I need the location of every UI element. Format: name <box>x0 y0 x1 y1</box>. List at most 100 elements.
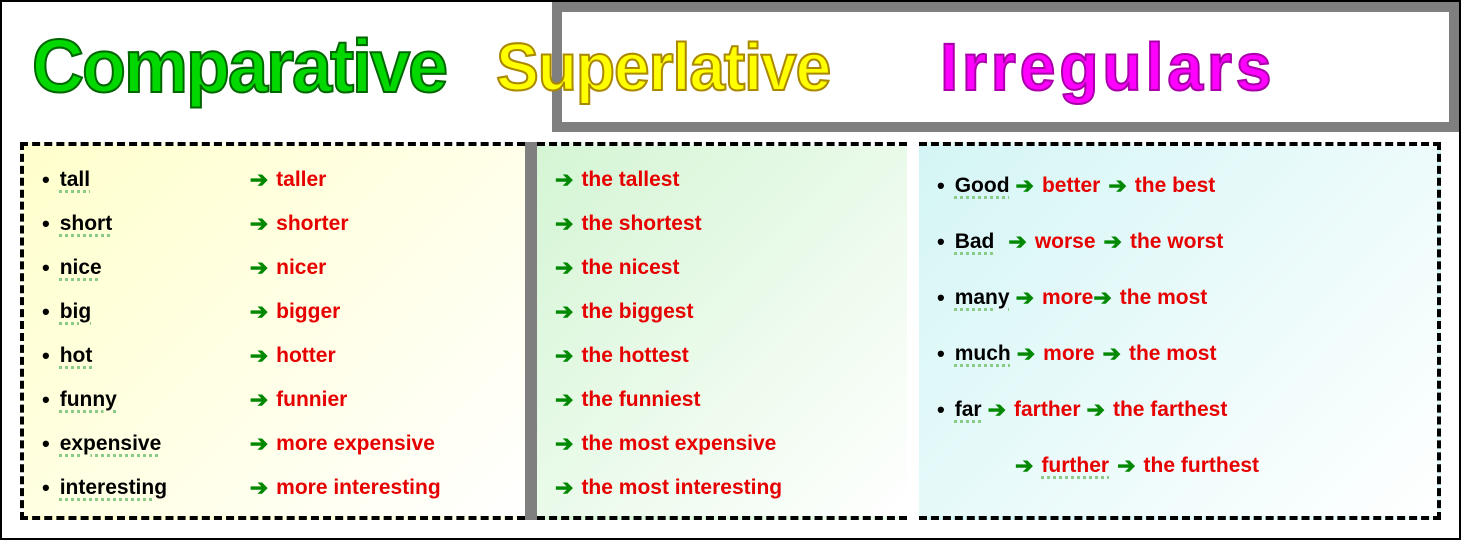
arrow-icon: ➔ <box>250 211 268 237</box>
base-word: big <box>60 300 250 324</box>
superlative-form: the shortest <box>581 212 701 236</box>
irr-row: • Good ➔ better ➔ the best <box>937 158 1419 214</box>
comparative-form: hotter <box>276 344 336 368</box>
header: Comparative Superlative Irregulars <box>2 2 1459 132</box>
arrow-icon: ➔ <box>1017 341 1035 367</box>
comp-row: • short ➔ shorter <box>42 202 507 246</box>
bullet-icon: • <box>42 299 50 325</box>
irregular-sup: the farthest <box>1113 398 1227 422</box>
comp-row: • hot ➔ hotter <box>42 334 507 378</box>
arrow-icon: ➔ <box>1093 285 1111 311</box>
irregular-comp: more <box>1043 342 1094 366</box>
superlative-form: the funniest <box>581 388 700 412</box>
panel-comparative: • tall ➔ taller • short ➔ shorter • nice… <box>20 142 525 520</box>
base-word: nice <box>60 256 250 280</box>
bullet-icon: • <box>42 255 50 281</box>
irregular-comp: worse <box>1035 230 1096 254</box>
arrow-icon: ➔ <box>555 167 573 193</box>
arrow-icon: ➔ <box>555 387 573 413</box>
base-word: Bad <box>955 230 995 254</box>
sup-row: ➔ the nicest <box>555 246 889 290</box>
panels-container: • tall ➔ taller • short ➔ shorter • nice… <box>20 142 1441 520</box>
sup-row: ➔ the most interesting <box>555 466 889 510</box>
comparative-form: bigger <box>276 300 340 324</box>
comp-row: • funny ➔ funnier <box>42 378 507 422</box>
arrow-icon: ➔ <box>555 255 573 281</box>
arrow-icon: ➔ <box>250 387 268 413</box>
irregular-sup: the furthest <box>1144 454 1260 478</box>
superlative-form: the tallest <box>581 168 679 192</box>
irregular-sup: the most <box>1120 286 1208 310</box>
sup-row: ➔ the most expensive <box>555 422 889 466</box>
bullet-icon: • <box>42 387 50 413</box>
base-word: Good <box>955 174 1010 198</box>
arrow-icon: ➔ <box>555 431 573 457</box>
bullet-icon: • <box>42 211 50 237</box>
superlative-form: the biggest <box>581 300 693 324</box>
arrow-icon: ➔ <box>555 475 573 501</box>
panel-irregulars: • Good ➔ better ➔ the best • Bad ➔ worse… <box>919 142 1441 520</box>
bullet-icon: • <box>937 341 945 367</box>
comparative-form: nicer <box>276 256 326 280</box>
comparative-form: more expensive <box>276 432 435 456</box>
arrow-icon: ➔ <box>1117 453 1135 479</box>
comp-row: • expensive ➔ more expensive <box>42 422 507 466</box>
irregular-comp: further <box>1041 454 1109 478</box>
heading-superlative: Superlative <box>496 28 830 106</box>
base-word: interesting <box>60 476 250 500</box>
arrow-icon: ➔ <box>555 343 573 369</box>
bullet-icon: • <box>42 475 50 501</box>
arrow-icon: ➔ <box>1016 173 1034 199</box>
comp-row: • tall ➔ taller <box>42 158 507 202</box>
comp-row: • big ➔ bigger <box>42 290 507 334</box>
heading-irregulars: Irregulars <box>940 28 1275 106</box>
arrow-icon: ➔ <box>250 343 268 369</box>
irr-row: • many ➔ more ➔ the most <box>937 270 1419 326</box>
vertical-divider <box>525 142 537 520</box>
base-word: far <box>955 398 982 422</box>
arrow-icon: ➔ <box>555 299 573 325</box>
bullet-icon: • <box>937 173 945 199</box>
irr-row: • much ➔ more ➔ the most <box>937 326 1419 382</box>
arrow-icon: ➔ <box>1103 341 1121 367</box>
arrow-icon: ➔ <box>250 255 268 281</box>
comparative-form: shorter <box>276 212 348 236</box>
irregular-comp: more <box>1042 286 1093 310</box>
bullet-icon: • <box>937 285 945 311</box>
arrow-icon: ➔ <box>250 167 268 193</box>
comparative-form: taller <box>276 168 326 192</box>
arrow-icon: ➔ <box>250 475 268 501</box>
arrow-icon: ➔ <box>1108 173 1126 199</box>
arrow-icon: ➔ <box>988 397 1006 423</box>
bullet-icon: • <box>42 167 50 193</box>
base-word: funny <box>60 388 250 412</box>
bullet-icon: • <box>42 431 50 457</box>
base-word: much <box>955 342 1011 366</box>
bullet-icon: • <box>42 343 50 369</box>
base-word: expensive <box>60 432 250 456</box>
arrow-icon: ➔ <box>250 431 268 457</box>
base-word: tall <box>60 168 250 192</box>
bullet-icon: • <box>937 397 945 423</box>
irregular-sup: the best <box>1135 174 1216 198</box>
base-word: hot <box>60 344 250 368</box>
comparative-form: more interesting <box>276 476 441 500</box>
comp-row: • interesting ➔ more interesting <box>42 466 507 510</box>
sup-row: ➔ the hottest <box>555 334 889 378</box>
irr-row-extra: ➔ further ➔ the furthest <box>1015 438 1419 494</box>
irregular-comp: better <box>1042 174 1100 198</box>
arrow-icon: ➔ <box>1016 285 1034 311</box>
superlative-form: the most interesting <box>581 476 782 500</box>
heading-comparative: Comparative <box>32 24 446 110</box>
arrow-icon: ➔ <box>250 299 268 325</box>
superlative-form: the hottest <box>581 344 688 368</box>
comparative-form: funnier <box>276 388 347 412</box>
arrow-icon: ➔ <box>1104 229 1122 255</box>
base-word: short <box>60 212 250 236</box>
comp-row: • nice ➔ nicer <box>42 246 507 290</box>
sup-row: ➔ the biggest <box>555 290 889 334</box>
arrow-icon: ➔ <box>1087 397 1105 423</box>
sup-row: ➔ the shortest <box>555 202 889 246</box>
arrow-icon: ➔ <box>1008 229 1026 255</box>
superlative-form: the most expensive <box>581 432 776 456</box>
